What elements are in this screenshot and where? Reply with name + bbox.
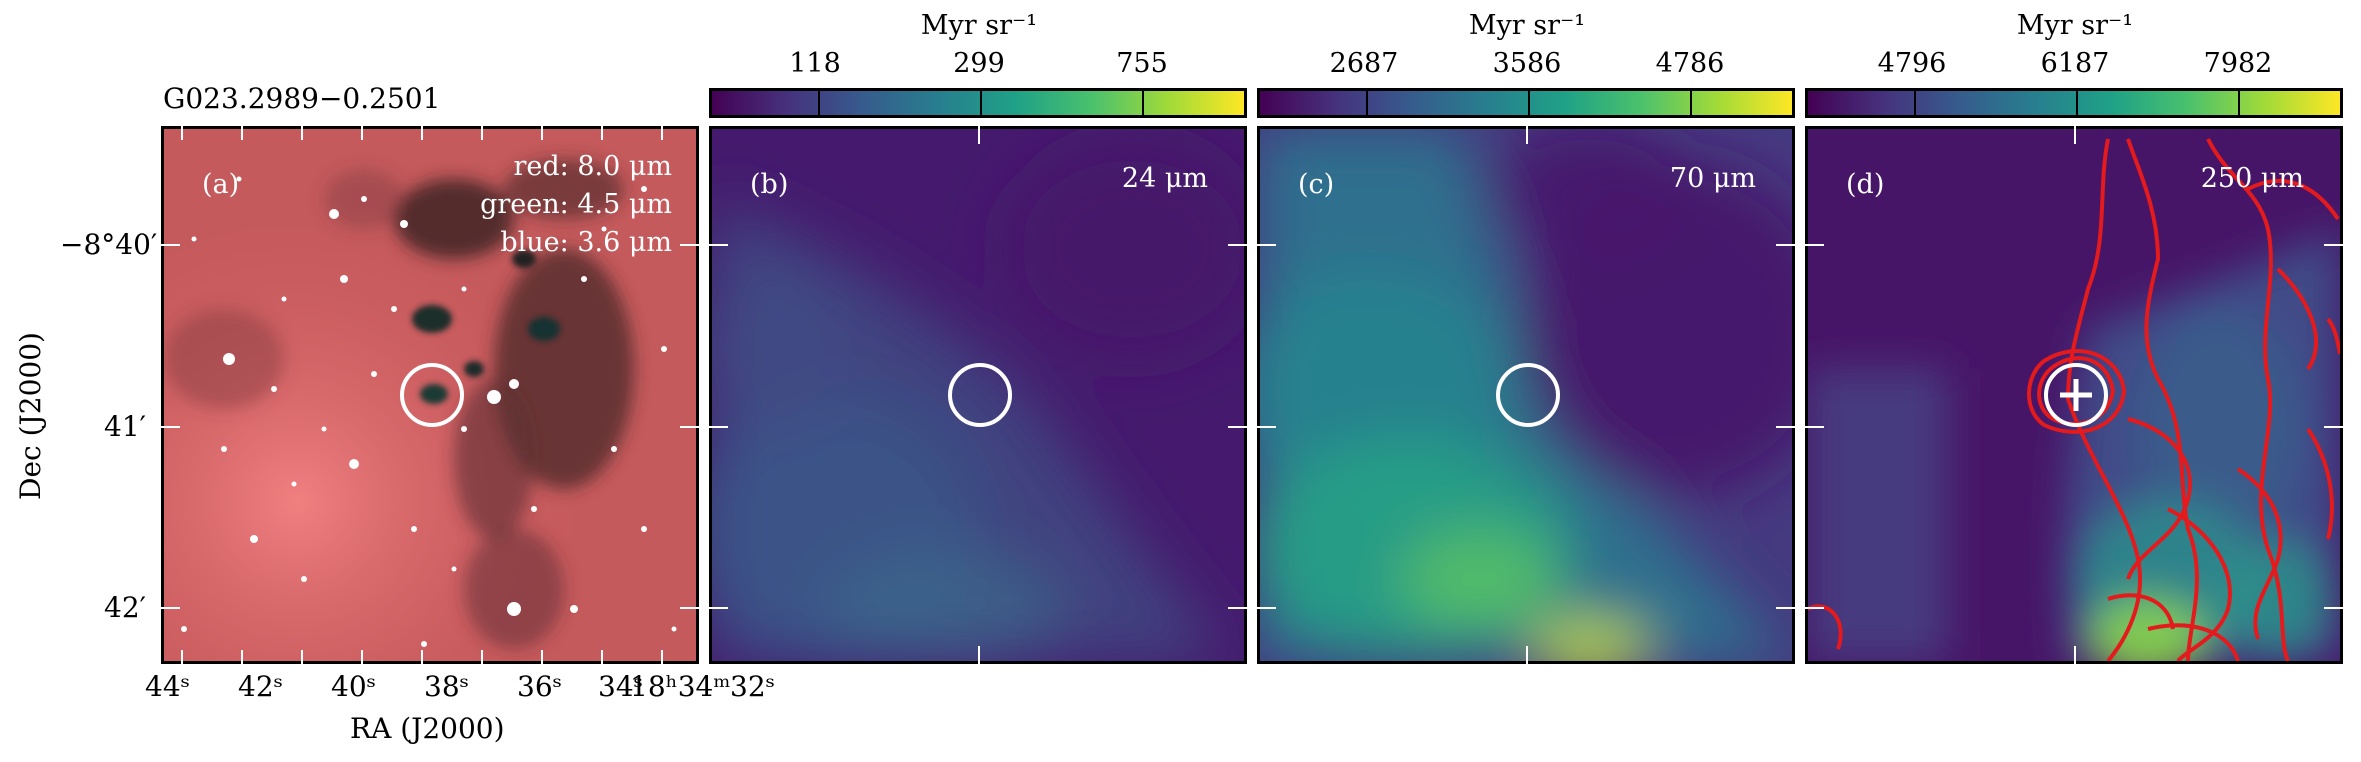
xtick-label: 40ˢ: [331, 670, 377, 703]
xtick-label: 18ʰ34ᵐ: [630, 670, 731, 703]
ytick-label: 42′: [104, 591, 146, 624]
x-axis-label: RA (J2000): [350, 712, 505, 745]
panel-a-rgb-image: (a) red: 8.0 μm green: 4.5 μm blue: 3.6 …: [161, 126, 699, 664]
panel-label: (b): [750, 169, 789, 200]
y-axis-label: Dec (J2000): [14, 332, 47, 500]
map-250um: [1808, 129, 2340, 661]
colorbar-gradient: [1805, 88, 2343, 118]
legend-red: red: 8.0 μm: [513, 151, 672, 182]
colorbar-tick: 4796: [1877, 48, 1947, 79]
panel-label: (a): [202, 169, 240, 200]
contours: [1808, 138, 2340, 661]
colorbar-tick: 299: [953, 48, 1005, 79]
target-circle: [400, 363, 464, 427]
panel-label: (d): [1846, 169, 1885, 200]
ytick-label: 41′: [104, 410, 146, 443]
xtick-label: 32ˢ: [730, 670, 776, 703]
ytick-label: −8°40′: [60, 228, 158, 261]
map-24um: [712, 129, 1244, 661]
colorbar-gradient: [709, 88, 1247, 118]
colorbar-unit: Myr sr⁻¹: [920, 10, 1038, 41]
xtick-label: 36ˢ: [517, 670, 563, 703]
panel-d-250um: (d) 250 μm: [1805, 126, 2343, 664]
colorbar-unit: Myr sr⁻¹: [2016, 10, 2134, 41]
colorbar-tick: 2687: [1329, 48, 1399, 79]
source-title: G023.2989−0.2501: [163, 82, 441, 115]
band-label: 250 μm: [2200, 163, 2304, 194]
target-circle: [948, 363, 1012, 427]
target-circle: [1496, 363, 1560, 427]
xtick-label: 44ˢ: [145, 670, 191, 703]
colorbar-tick: 7982: [2203, 48, 2273, 79]
target-cross: [2060, 379, 2092, 411]
xtick-label: 42ˢ: [238, 670, 284, 703]
colorbar-tick: 118: [789, 48, 841, 79]
rgb-image: [164, 129, 696, 661]
panel-b-24um: (b) 24 μm: [709, 126, 1247, 664]
xtick-label: 34ˢ: [598, 670, 644, 703]
xtick-label: 38ˢ: [424, 670, 470, 703]
target-circle: [2044, 363, 2108, 427]
colorbar-tick: 6187: [2040, 48, 2110, 79]
legend-blue: blue: 3.6 μm: [500, 227, 672, 258]
panel-label: (c): [1298, 169, 1335, 200]
colorbar-tick: 3586: [1492, 48, 1562, 79]
colorbar-gradient: [1257, 88, 1795, 118]
colorbar-unit: Myr sr⁻¹: [1468, 10, 1586, 41]
band-label: 24 μm: [1121, 163, 1208, 194]
map-70um: [1260, 129, 1792, 661]
colorbar-tick: 4786: [1655, 48, 1725, 79]
band-label: 70 μm: [1669, 163, 1756, 194]
colorbar-tick: 755: [1116, 48, 1168, 79]
legend-green: green: 4.5 μm: [480, 189, 672, 220]
